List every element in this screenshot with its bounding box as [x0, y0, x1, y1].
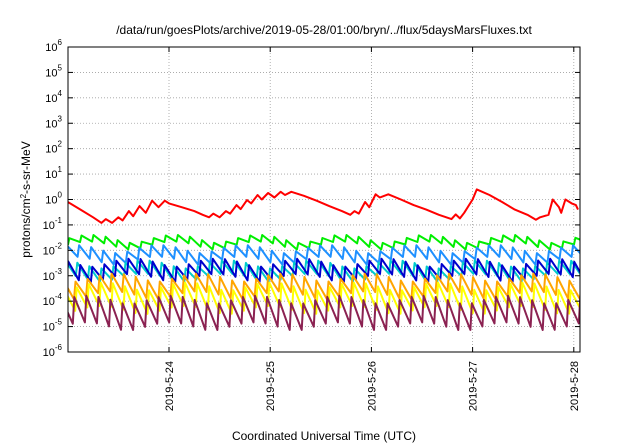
series-line — [68, 244, 580, 266]
y-tick-label: 10-6 — [43, 343, 63, 359]
series-line — [68, 259, 580, 283]
plot-series — [68, 188, 580, 331]
x-axis-label: Coordinated Universal Time (UTC) — [232, 429, 416, 443]
y-tick-label: 105 — [45, 63, 62, 79]
y-tick-label: 103 — [45, 114, 62, 130]
y-tick-label: 100 — [45, 191, 62, 207]
x-tick-label: 2019-5-26 — [366, 361, 378, 411]
y-tick-label: 10-4 — [43, 292, 63, 308]
x-tick-label: 2019-5-27 — [468, 361, 480, 411]
chart-title: /data/run/goesPlots/archive/2019-05-28/0… — [116, 23, 532, 37]
x-tick-label: 2019-5-24 — [164, 361, 176, 411]
y-tick-label: 104 — [45, 89, 62, 105]
y-tick-label: 10-5 — [43, 318, 63, 334]
y-tick-label: 106 — [45, 38, 62, 54]
y-tick-label: 10-1 — [43, 216, 63, 232]
series-line — [68, 294, 580, 331]
series-line — [68, 188, 579, 224]
y-tick-label: 10-3 — [43, 267, 63, 283]
x-axis: 2019-5-24 2019-5-25 2019-5-26 2019-5-27 2019… — [164, 47, 581, 411]
y-tick-label: 102 — [45, 140, 62, 156]
y-tick-label: 101 — [45, 165, 62, 181]
series-line — [68, 257, 580, 283]
x-tick-label: 2019-5-28 — [569, 361, 581, 411]
y-axis: 10-6 10-5 10-4 10-3 10-2 10-1 100 101 102 103 104 1… — [43, 38, 580, 359]
series-line — [68, 234, 580, 251]
y-tick-label: 10-2 — [43, 241, 63, 257]
series-line — [68, 272, 580, 301]
y-axis-label: protons/cm2-s-sr-MeV — [19, 141, 33, 257]
x-tick-label: 2019-5-25 — [265, 361, 277, 411]
